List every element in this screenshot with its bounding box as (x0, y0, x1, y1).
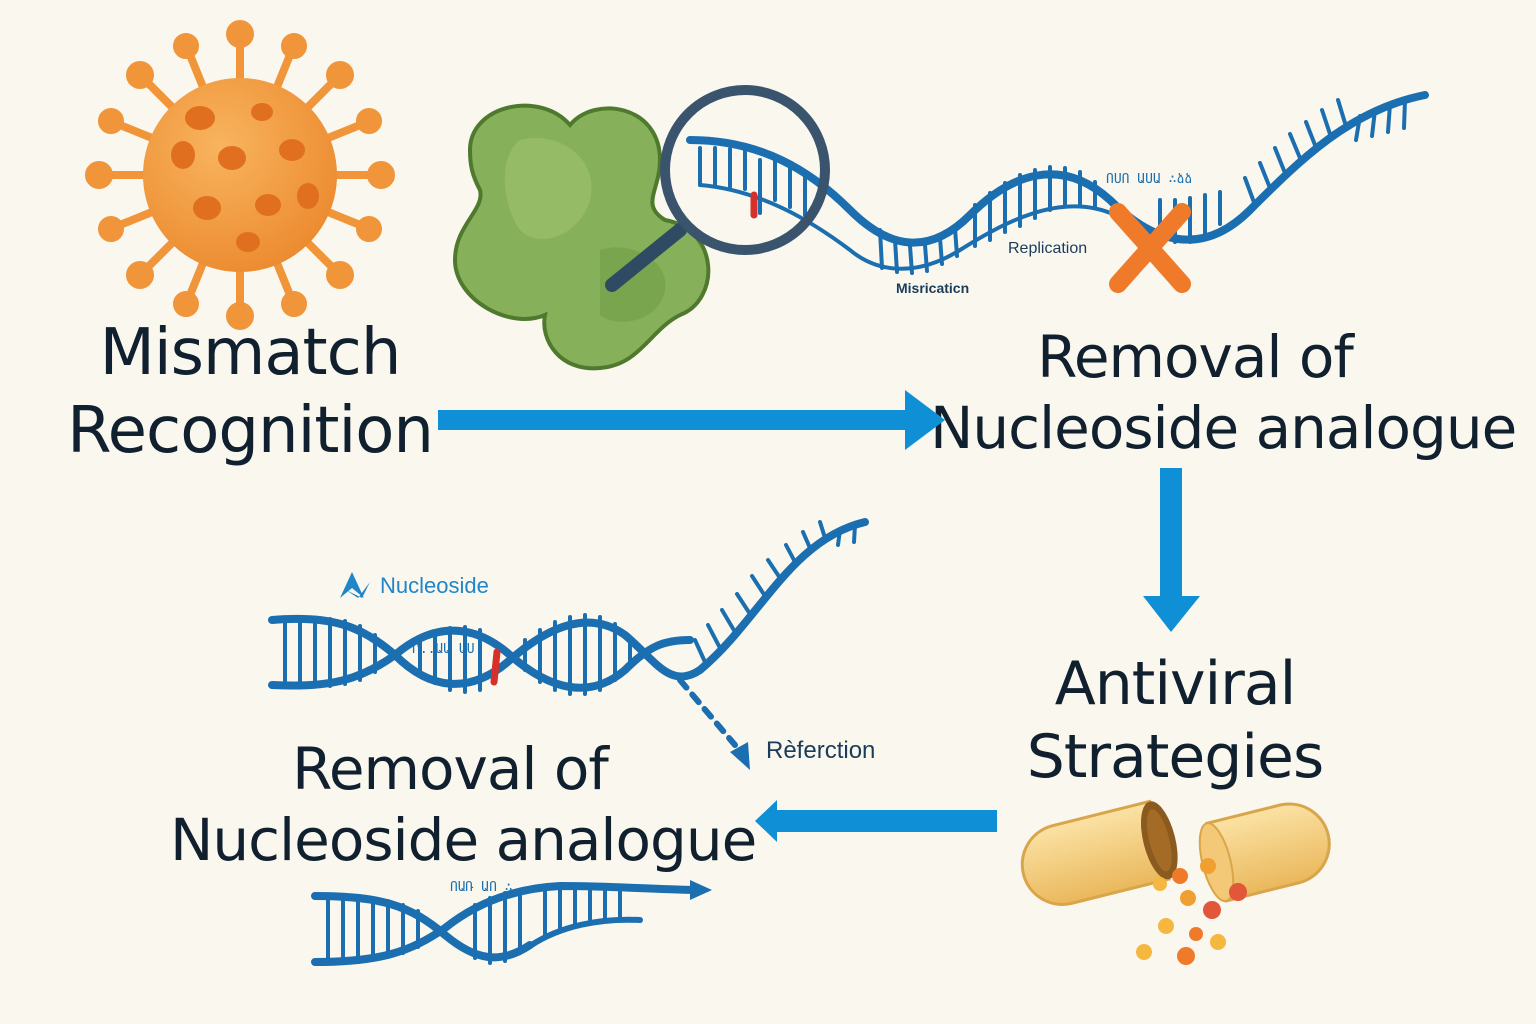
capsule-icon (1020, 799, 1331, 965)
nucleoside-label: Nucleoside (380, 573, 489, 598)
middle-dna-helix (268, 518, 869, 770)
top-strand-text: ՈՍՈ ԱՍԱ ∴ձձ (1106, 172, 1193, 187)
replication-label: Replication (1008, 240, 1088, 257)
heading-line: Mismatch (99, 316, 402, 390)
bottom-strand-text: ՈԱՌ ԱՈ ∴ (450, 880, 513, 895)
blocked-x-icon (1109, 203, 1191, 293)
heading-line: Nucleoside analogue (930, 393, 1517, 462)
top-dna-strand (686, 91, 1429, 275)
referction-label: Rèferction (766, 737, 876, 764)
heading-line: Removal of (292, 735, 609, 803)
misrication-label: Misricaticn (896, 280, 970, 296)
magnifier-icon (605, 85, 830, 292)
protein-blob-icon (452, 103, 711, 371)
heading-line: Recognition (67, 394, 434, 469)
heading-line: Removal of (1037, 323, 1354, 391)
nucleoside-logo-icon (340, 572, 370, 598)
bottom-dna-strand (311, 880, 712, 966)
heading-line: Antiviral (1054, 649, 1297, 719)
removal-top-heading: Removal of Nucleoside analogue (930, 322, 1517, 464)
mismatch-recognition-heading: Mismatch Recognition (60, 314, 440, 470)
heading-line: Strategies (1026, 722, 1324, 793)
arrow-recognition-to-removal (438, 390, 945, 450)
mid-strand-text: Ր..ԱԱ ԱՍ (412, 642, 475, 657)
arrow-antiviral-to-removal (755, 800, 997, 842)
arrow-removal-to-antiviral (1143, 468, 1200, 632)
heading-line: Nucleoside analogue (170, 805, 757, 874)
removal-bottom-heading: Removal of Nucleoside analogue (170, 734, 757, 876)
antiviral-strategies-heading: Antiviral Strategies (1010, 648, 1340, 794)
virus-icon (85, 20, 395, 330)
